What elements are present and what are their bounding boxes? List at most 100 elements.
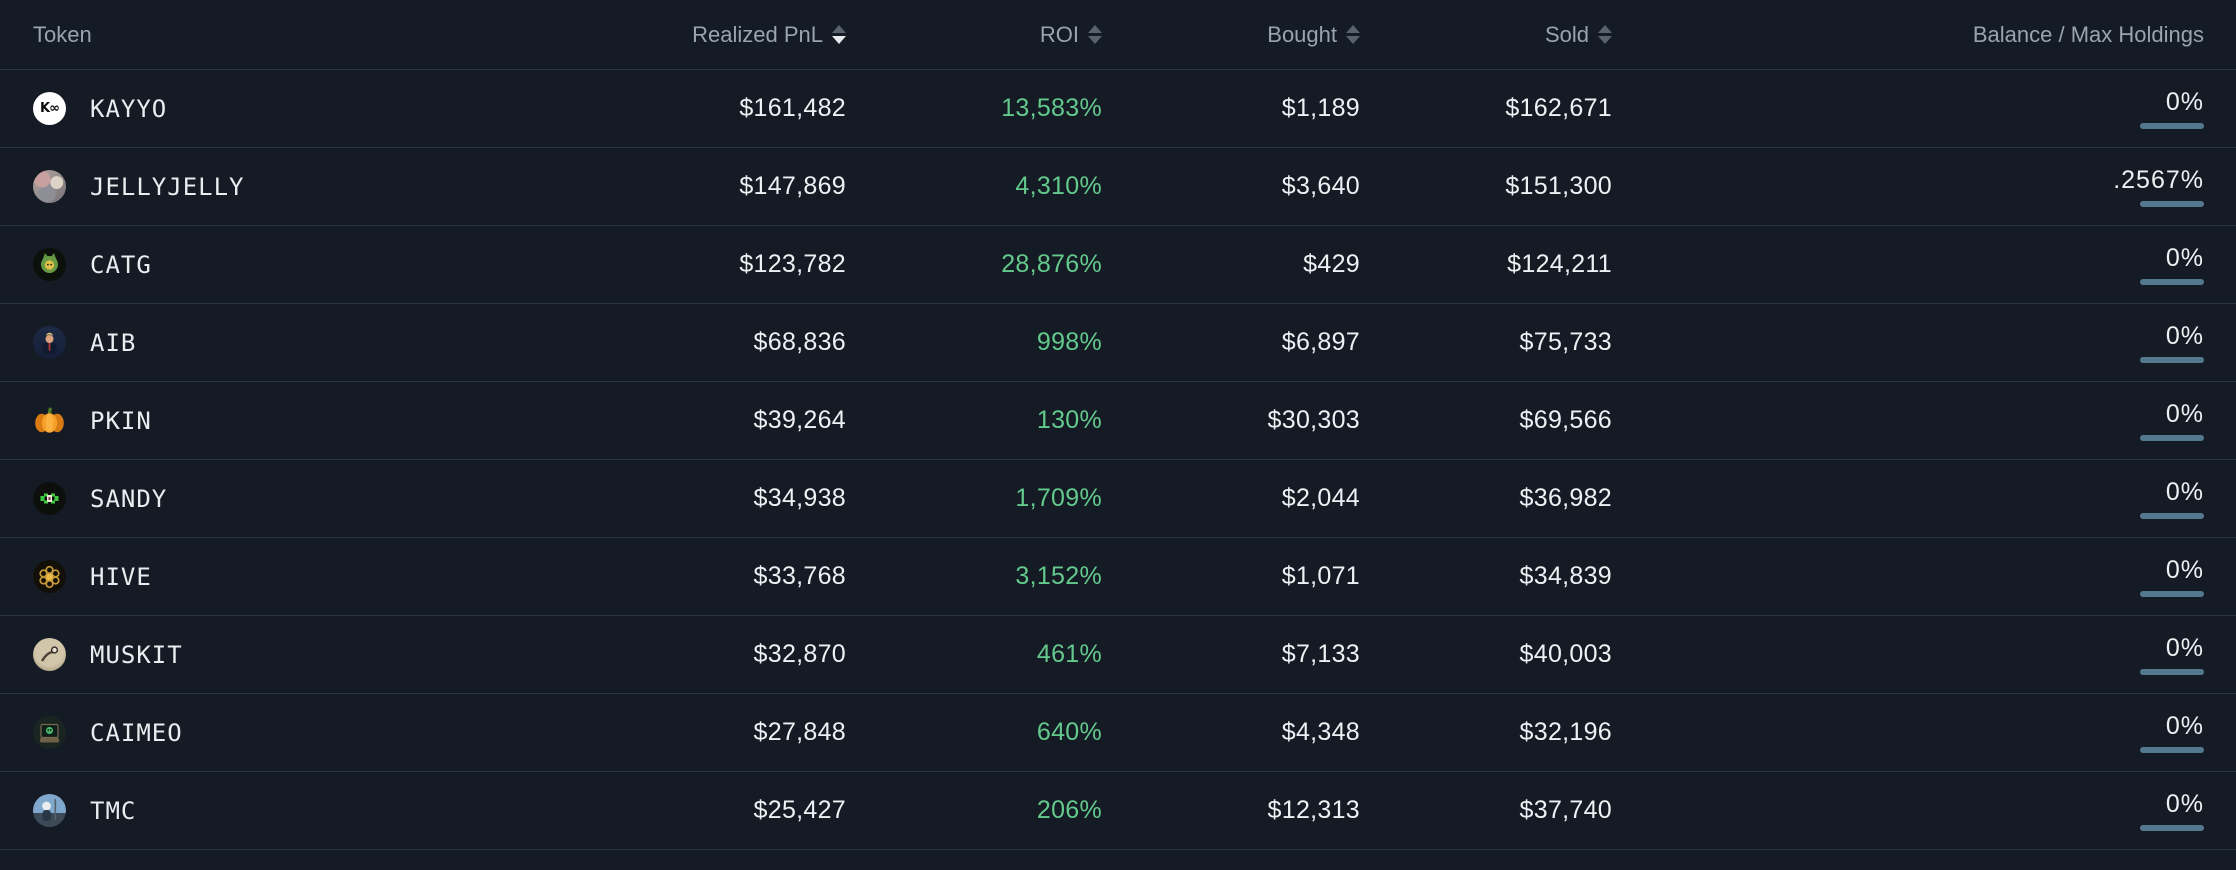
token-symbol: CATG bbox=[90, 250, 152, 279]
table-row[interactable]: AIB $68,836 998% $6,897 $75,733 0% bbox=[0, 304, 2236, 382]
sold-value: $32,196 bbox=[1519, 718, 1612, 746]
token-cell: PKIN bbox=[33, 404, 596, 437]
column-label-balance: Balance / Max Holdings bbox=[1972, 21, 2204, 47]
token-cell: K∞ KAYYO bbox=[33, 92, 596, 125]
sold-value: $69,566 bbox=[1519, 406, 1612, 434]
table-header-row: Token Realized PnL ROI Bought Sold Balance / … bbox=[0, 0, 2236, 70]
column-header-realized_pnl[interactable]: Realized PnL bbox=[596, 22, 846, 48]
balance-indicator: 0% bbox=[2140, 244, 2204, 285]
balance-indicator: 0% bbox=[2140, 322, 2204, 363]
roi-value: 130% bbox=[1036, 406, 1102, 434]
roi-value: 28,876% bbox=[1001, 250, 1102, 278]
column-header-token: Token bbox=[33, 22, 596, 48]
table-row[interactable]: JELLYJELLY $147,869 4,310% $3,640 $151,300 .2… bbox=[0, 148, 2236, 226]
balance-cell: 0% bbox=[1612, 712, 2204, 753]
balance-percent: 0% bbox=[2165, 790, 2204, 818]
bought-value: $2,044 bbox=[1281, 484, 1360, 512]
table-row[interactable]: TMC $25,427 206% $12,313 $37,740 0% bbox=[0, 772, 2236, 850]
catg-token-icon bbox=[33, 248, 66, 281]
bought-value: $3,640 bbox=[1281, 172, 1360, 200]
roi-value: 3,152% bbox=[1015, 562, 1102, 590]
token-cell: AIB bbox=[33, 326, 596, 359]
table-row[interactable]: MUSKIT $32,870 461% $7,133 $40,003 0% bbox=[0, 616, 2236, 694]
column-label-roi: ROI bbox=[1039, 21, 1079, 47]
roi-value: 206% bbox=[1036, 796, 1102, 824]
bought-value-cell: $12,313 bbox=[1102, 796, 1360, 825]
balance-progress-bar bbox=[2140, 435, 2204, 441]
column-header-sold[interactable]: Sold bbox=[1360, 22, 1612, 48]
bought-value: $30,303 bbox=[1267, 406, 1360, 434]
balance-indicator: 0% bbox=[2140, 712, 2204, 753]
sold-value: $36,982 bbox=[1519, 484, 1612, 512]
realized-pnl-value-cell: $147,869 bbox=[596, 172, 846, 201]
table-row[interactable]: CAIMEO $27,848 640% $4,348 $32,196 0% bbox=[0, 694, 2236, 772]
balance-progress-bar bbox=[2140, 513, 2204, 519]
column-label-token: Token bbox=[33, 21, 92, 47]
hive-token-icon bbox=[33, 560, 66, 593]
bought-value-cell: $3,640 bbox=[1102, 172, 1360, 201]
sold-value-cell: $162,671 bbox=[1360, 94, 1612, 123]
table-body: K∞ KAYYO $161,482 13,583% $1,189 $162,671 0% JE… bbox=[0, 70, 2236, 850]
realized-pnl-value: $68,836 bbox=[753, 328, 846, 356]
roi-value-cell: 640% bbox=[846, 718, 1102, 747]
roi-value: 640% bbox=[1036, 718, 1102, 746]
roi-value: 13,583% bbox=[1001, 94, 1102, 122]
sold-value: $162,671 bbox=[1505, 94, 1612, 122]
balance-indicator: 0% bbox=[2140, 478, 2204, 519]
realized-pnl-value-cell: $39,264 bbox=[596, 406, 846, 435]
token-cell: TMC bbox=[33, 794, 596, 827]
realized-pnl-value-cell: $68,836 bbox=[596, 328, 846, 357]
realized-pnl-value-cell: $34,938 bbox=[596, 484, 846, 513]
aib-token-icon bbox=[33, 326, 66, 359]
balance-indicator: 0% bbox=[2140, 88, 2204, 129]
realized-pnl-value: $39,264 bbox=[753, 406, 846, 434]
balance-percent: 0% bbox=[2165, 556, 2204, 584]
table-row[interactable]: PKIN $39,264 130% $30,303 $69,566 0% bbox=[0, 382, 2236, 460]
token-cell: CAIMEO bbox=[33, 716, 596, 749]
caimeo-token-icon bbox=[33, 716, 66, 749]
table-row[interactable]: HIVE $33,768 3,152% $1,071 $34,839 0% bbox=[0, 538, 2236, 616]
balance-progress-bar bbox=[2140, 591, 2204, 597]
realized-pnl-value: $27,848 bbox=[753, 718, 846, 746]
sort-asc-arrow-icon bbox=[832, 25, 846, 33]
bought-value: $1,071 bbox=[1281, 562, 1360, 590]
token-symbol: KAYYO bbox=[90, 94, 168, 123]
bought-value: $12,313 bbox=[1267, 796, 1360, 824]
balance-percent: 0% bbox=[2165, 634, 2204, 662]
sold-value-cell: $40,003 bbox=[1360, 640, 1612, 669]
balance-progress-bar bbox=[2140, 279, 2204, 285]
sold-value-cell: $37,740 bbox=[1360, 796, 1612, 825]
muskit-token-icon bbox=[33, 638, 66, 671]
sold-value: $75,733 bbox=[1519, 328, 1612, 356]
realized-pnl-value: $147,869 bbox=[739, 172, 846, 200]
table-row[interactable]: K∞ KAYYO $161,482 13,583% $1,189 $162,671 0% bbox=[0, 70, 2236, 148]
balance-cell: .2567% bbox=[1612, 166, 2204, 207]
bought-value-cell: $7,133 bbox=[1102, 640, 1360, 669]
sold-value-cell: $69,566 bbox=[1360, 406, 1612, 435]
table-row[interactable]: CATG $123,782 28,876% $429 $124,211 0% bbox=[0, 226, 2236, 304]
balance-cell: 0% bbox=[1612, 400, 2204, 441]
sold-value-cell: $32,196 bbox=[1360, 718, 1612, 747]
balance-indicator: 0% bbox=[2140, 790, 2204, 831]
token-cell: MUSKIT bbox=[33, 638, 596, 671]
balance-percent: 0% bbox=[2165, 712, 2204, 740]
sold-value-cell: $36,982 bbox=[1360, 484, 1612, 513]
roi-value-cell: 130% bbox=[846, 406, 1102, 435]
token-cell: CATG bbox=[33, 248, 596, 281]
realized-pnl-value: $33,768 bbox=[753, 562, 846, 590]
table-row[interactable]: SANDY $34,938 1,709% $2,044 $36,982 0% bbox=[0, 460, 2236, 538]
balance-cell: 0% bbox=[1612, 322, 2204, 363]
column-header-bought[interactable]: Bought bbox=[1102, 22, 1360, 48]
balance-cell: 0% bbox=[1612, 634, 2204, 675]
balance-percent: .2567% bbox=[2113, 166, 2204, 194]
roi-value-cell: 3,152% bbox=[846, 562, 1102, 591]
balance-percent: 0% bbox=[2165, 478, 2204, 506]
bought-value: $1,189 bbox=[1281, 94, 1360, 122]
roi-value: 4,310% bbox=[1015, 172, 1102, 200]
column-header-roi[interactable]: ROI bbox=[846, 22, 1102, 48]
realized-pnl-value-cell: $32,870 bbox=[596, 640, 846, 669]
token-symbol: PKIN bbox=[90, 406, 152, 435]
sold-value-cell: $151,300 bbox=[1360, 172, 1612, 201]
sold-value-cell: $75,733 bbox=[1360, 328, 1612, 357]
